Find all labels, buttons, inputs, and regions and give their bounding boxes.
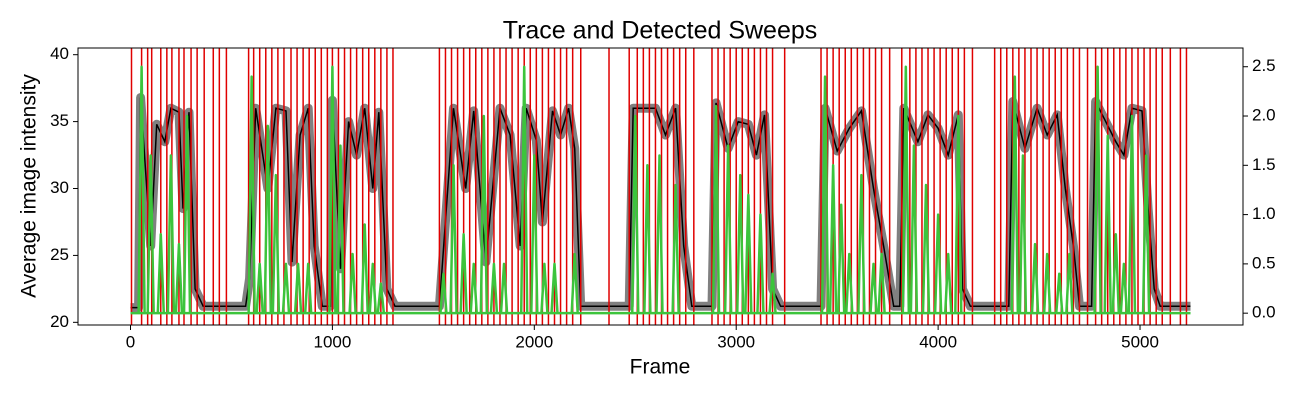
- score-spike: [263, 124, 273, 314]
- score-spike: [459, 233, 468, 314]
- score-spike: [1093, 65, 1102, 314]
- score-spike: [376, 282, 386, 314]
- score-spike: [909, 144, 919, 314]
- score-spike: [711, 104, 721, 314]
- y2-tick-label: 0.0: [1252, 303, 1276, 322]
- score-spike: [1055, 272, 1064, 314]
- y-tick-label: 25: [50, 245, 69, 264]
- score-spike: [836, 203, 846, 314]
- x-tick-label: 3000: [717, 332, 755, 351]
- score-spike: [857, 173, 866, 314]
- trace-line: [130, 97, 1191, 309]
- score-spike: [281, 262, 291, 314]
- score-spike: [1030, 242, 1040, 314]
- score-spike: [1103, 134, 1112, 314]
- score-spike: [877, 252, 886, 314]
- plot-frame: [77, 47, 1244, 326]
- x-tick-label: 0: [126, 332, 135, 351]
- score-spike: [1119, 262, 1129, 314]
- y2-tick-label: 1.0: [1252, 204, 1276, 223]
- score-spike: [756, 213, 765, 314]
- score-spike: [1127, 114, 1137, 314]
- y-axis-label: Average image intensity: [18, 74, 41, 298]
- score-spike: [768, 272, 777, 314]
- score-spike: [530, 154, 539, 314]
- score-spike: [550, 262, 559, 314]
- score-spike: [293, 262, 303, 314]
- score-spike: [723, 144, 733, 314]
- score-spike: [156, 233, 166, 314]
- score-spike: [943, 252, 953, 314]
- score-spike: [828, 164, 838, 314]
- score-spike: [1042, 252, 1052, 314]
- score-spike: [449, 164, 458, 314]
- score-spike: [540, 262, 549, 314]
- score-spike: [736, 173, 745, 314]
- score-spike: [247, 75, 256, 314]
- score-spike: [744, 193, 753, 314]
- score-spike: [336, 144, 345, 314]
- score-spike: [845, 252, 854, 314]
- score-spike: [439, 272, 448, 314]
- score-spike: [255, 262, 264, 314]
- score-spike: [469, 262, 478, 314]
- score-spike: [166, 154, 176, 314]
- score-spike: [901, 65, 911, 314]
- score-spike: [174, 242, 184, 314]
- y-tick-label: 20: [50, 312, 69, 331]
- score-spike: [1010, 75, 1020, 314]
- y2-tick-label: 2.0: [1252, 106, 1276, 125]
- score-spike: [499, 262, 509, 314]
- score-spike: [519, 65, 529, 314]
- y2-tick-label: 1.5: [1252, 155, 1276, 174]
- score-spike: [271, 173, 281, 314]
- y2-tick-label: 0.5: [1252, 253, 1276, 272]
- score-spike: [954, 114, 963, 314]
- plot-area: [130, 48, 1191, 325]
- score-spike: [921, 183, 931, 314]
- score-spike: [303, 262, 313, 314]
- score-spike: [137, 65, 146, 314]
- score-spike: [182, 114, 192, 314]
- y-tick-label: 40: [50, 44, 69, 63]
- score-spike: [328, 65, 337, 314]
- score-spike: [489, 262, 499, 314]
- score-spike: [933, 213, 943, 314]
- score-spike: [1141, 154, 1151, 314]
- score-spike: [631, 114, 640, 314]
- y2-tick-label: 2.5: [1252, 56, 1276, 75]
- chart-title: Trace and Detected Sweeps: [503, 17, 818, 45]
- score-spike: [1018, 154, 1028, 314]
- x-tick-label: 5000: [1121, 332, 1159, 351]
- score-spike: [570, 252, 579, 314]
- x-tick-label: 1000: [313, 332, 351, 351]
- score-spike: [869, 262, 878, 314]
- x-tick-label: 2000: [515, 332, 553, 351]
- score-spike: [1111, 233, 1121, 314]
- score-spike: [479, 114, 489, 314]
- score-spike: [820, 75, 830, 314]
- x-axis-label: Frame: [630, 356, 691, 379]
- score-spike: [655, 154, 664, 314]
- x-tick-label: 4000: [919, 332, 957, 351]
- score-spike: [360, 223, 369, 314]
- score-spike: [348, 252, 357, 314]
- score-spike: [643, 164, 652, 314]
- score-spike: [1065, 252, 1074, 314]
- score-spike: [368, 262, 378, 314]
- score-spike: [146, 154, 155, 314]
- y-tick-label: 30: [50, 178, 69, 197]
- y-tick-label: 35: [50, 111, 69, 130]
- score-spike: [671, 183, 680, 314]
